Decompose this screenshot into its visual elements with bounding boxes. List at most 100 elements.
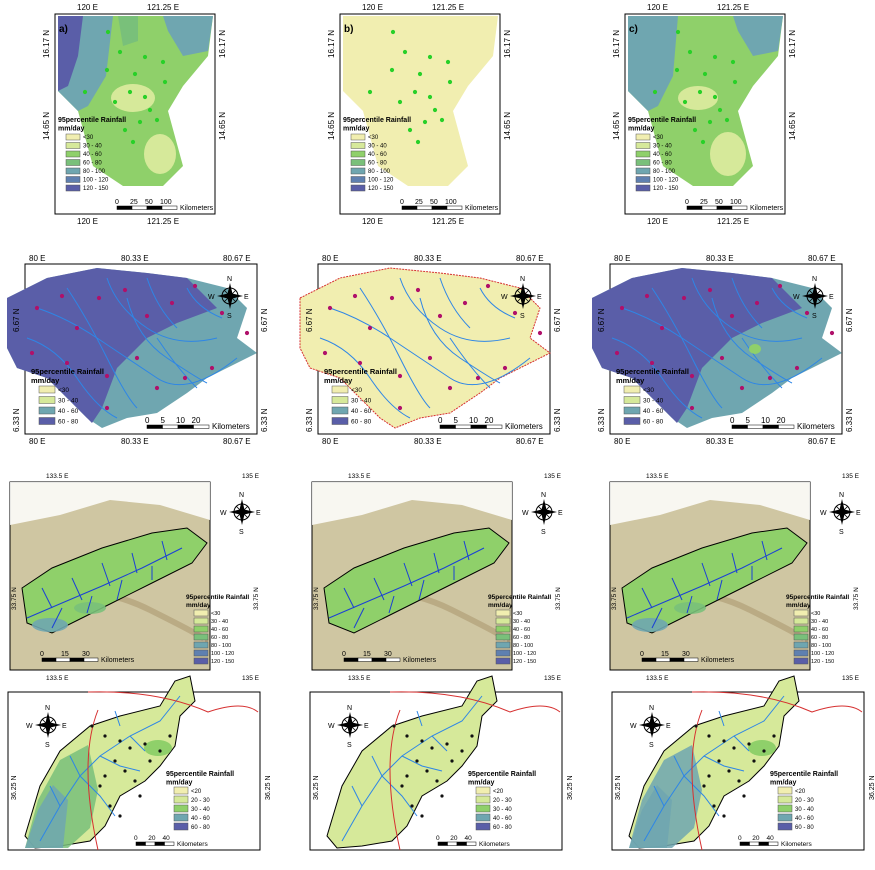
- compass-e: E: [244, 294, 249, 301]
- station-point: [742, 794, 746, 798]
- station-point: [352, 293, 358, 299]
- map-panel-12: N S E W 36.25 N 36.25 N 95percentile Rainfall m…: [611, 675, 875, 851]
- scale-segment: [716, 205, 733, 210]
- legend-label: <30: [653, 135, 664, 141]
- legend-label: 40 - 60: [368, 152, 387, 158]
- legend-swatch: [350, 159, 366, 166]
- legend-label: 60 - 80: [795, 825, 814, 831]
- scale-tick: 15: [61, 651, 69, 658]
- compass-w: W: [820, 510, 827, 517]
- legend-label: <30: [211, 611, 220, 617]
- station-point: [133, 779, 137, 783]
- station-point: [712, 804, 716, 808]
- legend-swatch: [350, 184, 366, 192]
- station-point: [427, 94, 433, 100]
- scale-segment: [455, 424, 472, 429]
- scale-unit: Kilometers: [701, 657, 735, 664]
- legend-swatch: [350, 176, 366, 183]
- legend-swatch: [173, 813, 189, 822]
- station-points: [694, 724, 776, 818]
- station-point: [74, 325, 80, 331]
- scale-tick: 50: [145, 199, 153, 206]
- legend-swatch: [635, 150, 651, 158]
- panel-letter: b): [344, 24, 353, 35]
- station-point: [460, 749, 464, 753]
- station-point: [98, 784, 102, 788]
- lon-tick-top: 80.33 E: [706, 254, 734, 263]
- legend-swatch: [65, 142, 81, 149]
- station-point: [169, 300, 175, 306]
- station-point: [439, 117, 445, 123]
- scale-tick: 20: [485, 416, 494, 425]
- legend-label: 100 - 120: [83, 178, 109, 184]
- station-point: [427, 54, 433, 60]
- row-honshu: N S E W 36.25 N 36.25 N 95percentile Rainfall m…: [7, 675, 875, 851]
- station-point: [244, 330, 250, 336]
- legend-swatch: [350, 142, 366, 149]
- scale-bar: 0 15 30 Kilometers: [640, 651, 735, 664]
- scale-tick: 100: [160, 199, 172, 206]
- lat-tick-left: 14.65 N: [327, 112, 336, 140]
- legend-label: <30: [351, 387, 362, 394]
- lat-tick-left: 36.25 N: [11, 775, 18, 800]
- legend-swatch: [495, 609, 511, 617]
- scale-tick: 100: [445, 199, 457, 206]
- legend-subtitle: mm/day: [31, 376, 60, 385]
- legend-label: <30: [643, 387, 654, 394]
- scale-tick: 25: [415, 199, 423, 206]
- lat-tick-right: 33.75 N: [555, 587, 562, 610]
- legend-label: 80 - 100: [83, 169, 106, 175]
- scale-tick: 50: [715, 199, 723, 206]
- compass-w: W: [220, 510, 227, 517]
- station-point: [712, 94, 718, 100]
- legend-subtitle: mm/day: [186, 602, 211, 609]
- scale-segment: [401, 205, 418, 210]
- scale-unit: Kilometers: [403, 657, 437, 664]
- scale-bar: 0 5 10 20 Kilometers: [145, 416, 250, 431]
- lat-tick-left: 16.17 N: [612, 30, 621, 58]
- station-points: [322, 283, 543, 411]
- scale-tick: 0: [436, 835, 440, 842]
- station-point: [138, 794, 142, 798]
- lon-tick-bottom: 80.67 E: [516, 437, 544, 446]
- scale-tick: 0: [640, 651, 644, 658]
- legend-subtitle: mm/day: [488, 602, 513, 609]
- scale-segment: [41, 657, 57, 662]
- compass-e: E: [856, 510, 861, 517]
- legend-swatch: [193, 625, 209, 633]
- scale-segment: [768, 841, 779, 846]
- legend-label: <30: [811, 611, 820, 617]
- lon-tick-bottom: 135 E: [544, 675, 562, 682]
- station-point: [689, 373, 695, 379]
- station-point: [389, 67, 395, 73]
- sea-area: [312, 482, 512, 525]
- compass-s: S: [541, 529, 546, 536]
- station-point: [137, 119, 143, 125]
- station-point: [732, 746, 736, 750]
- lon-tick-top: 133.5 E: [348, 473, 371, 480]
- station-point: [219, 310, 225, 316]
- row-shikoku: N S E W 133.5 E 135 E 133.5 E 135 E 33.75 N 33.75…: [9, 473, 861, 682]
- legend-label: 100 - 120: [513, 651, 536, 657]
- legend-label: <30: [368, 135, 379, 141]
- legend-swatch: [475, 795, 491, 804]
- station-points: [392, 724, 474, 818]
- legend-swatch: [495, 657, 511, 665]
- scale-tick: 20: [752, 835, 760, 842]
- station-point: [147, 107, 153, 113]
- scale-segment: [747, 424, 764, 429]
- station-point: [122, 127, 128, 133]
- station-point: [162, 79, 168, 85]
- scale-tick: 20: [777, 416, 786, 425]
- panel-letter: c): [629, 24, 638, 35]
- scale-segment: [456, 841, 467, 846]
- legend-label: 40 - 60: [83, 152, 102, 158]
- row-srilanka: N S E W 80 E 80.33 E 80.67 E 80 E 80.33 E 80.67 E…: [7, 254, 854, 446]
- station-point: [405, 774, 409, 778]
- legend-label: 120 - 150: [811, 659, 834, 665]
- station-point: [462, 300, 468, 306]
- compass-s: S: [45, 742, 50, 749]
